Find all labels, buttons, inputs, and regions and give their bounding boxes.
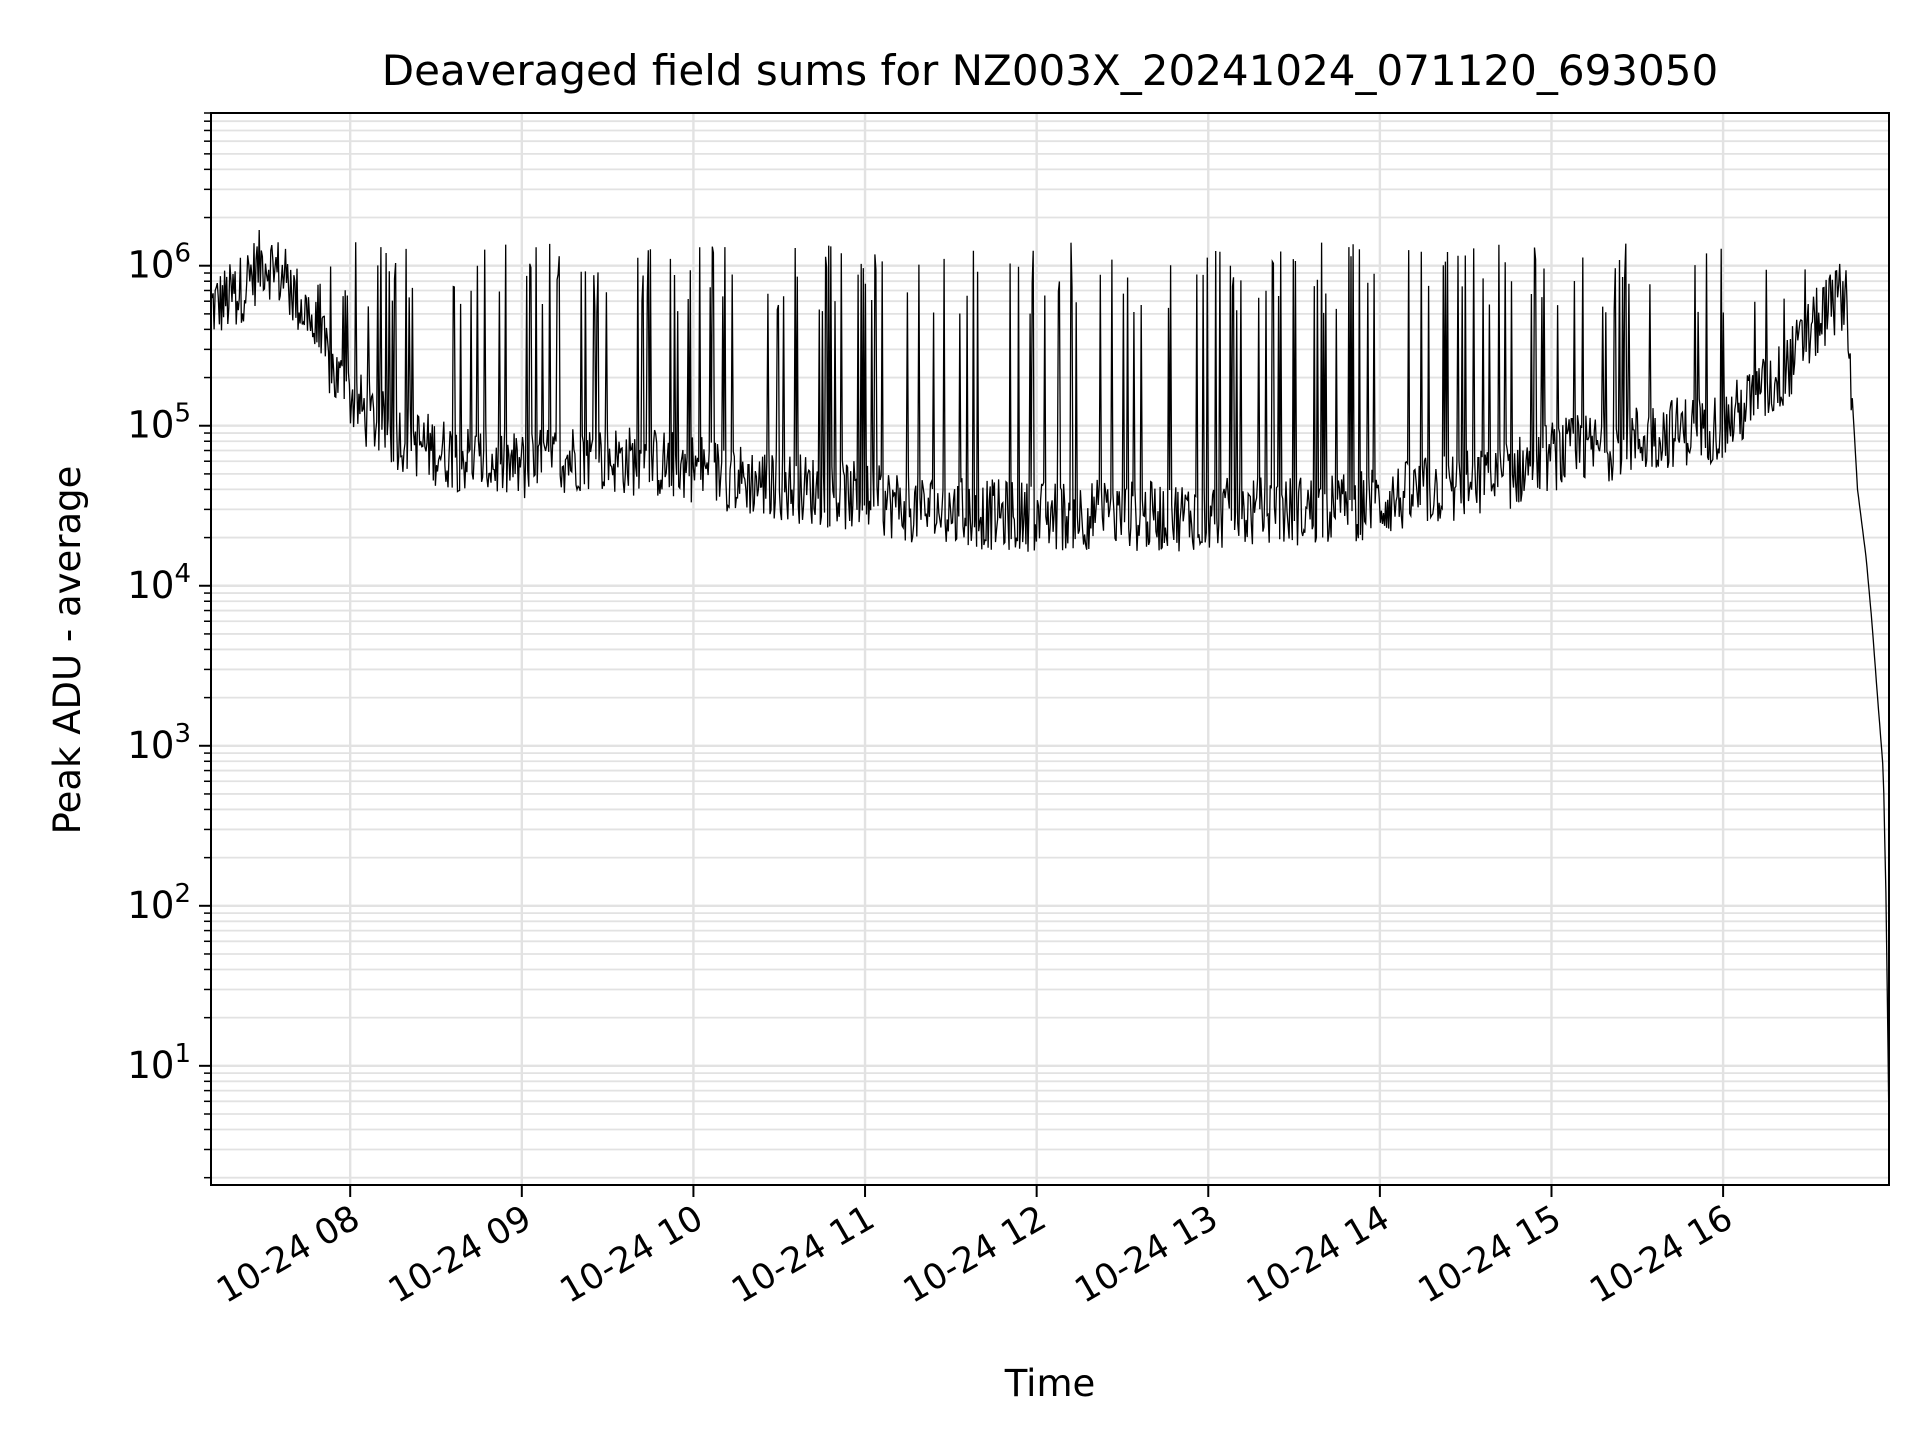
y-axis-label: Peak ADU - average [46,466,89,835]
series-line [210,229,1890,1130]
y-tick-label: 105 [127,399,191,447]
grid-lines [211,112,1889,1185]
x-tick-label: 10-24 15 [1412,1198,1568,1311]
y-tick-base: 10 [127,1044,174,1087]
data-series-layer [210,229,1890,1130]
y-tick-base: 10 [127,564,174,607]
y-tick-label: 103 [127,719,191,767]
x-tick-label: 10-24 08 [210,1198,366,1311]
y-tick-label: 101 [127,1039,191,1087]
y-tick-label: 106 [127,239,191,287]
x-tick-label: 10-24 13 [1068,1198,1224,1311]
y-tick-base: 10 [127,404,174,447]
y-tick-base: 10 [127,244,174,287]
y-tick-exponent: 1 [174,1039,191,1069]
x-tick-label: 10-24 16 [1583,1198,1739,1311]
y-tick-label: 104 [127,559,191,607]
x-tick-label: 10-24 11 [725,1198,881,1311]
x-axis-label: Time [1004,1362,1096,1405]
x-tick-label: 10-24 09 [382,1198,538,1311]
y-tick-label: 102 [127,879,191,927]
y-tick-base: 10 [127,884,174,927]
y-tick-exponent: 4 [174,559,191,589]
y-tick-exponent: 2 [174,879,191,909]
x-tick-label: 10-24 12 [897,1198,1053,1311]
y-tick-exponent: 5 [174,399,191,429]
y-tick-exponent: 3 [174,719,191,749]
chart-title: Deaveraged field sums for NZ003X_2024102… [382,46,1718,95]
y-tick-base: 10 [127,724,174,767]
x-tick-label: 10-24 14 [1240,1198,1396,1311]
x-tick-label: 10-24 10 [554,1198,710,1311]
y-tick-exponent: 6 [174,239,191,269]
